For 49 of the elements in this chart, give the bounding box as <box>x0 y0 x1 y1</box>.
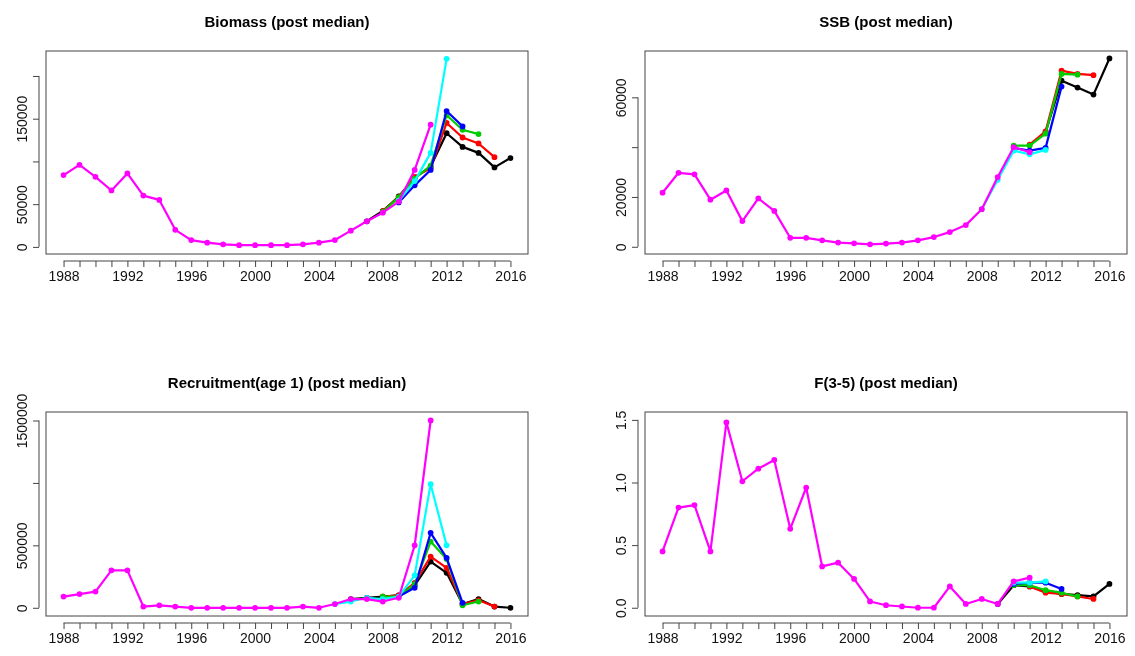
x-tick-label: 2012 <box>1030 629 1062 646</box>
x-tick-label: 1992 <box>711 629 743 646</box>
x-tick-label: 2000 <box>240 629 272 646</box>
chart-title: Biomass (post median) <box>204 13 370 30</box>
x-tick-label: 2008 <box>966 267 999 284</box>
chart-title: SSB (post median) <box>819 13 953 30</box>
x-tick-label: 2012 <box>431 629 463 646</box>
y-tick-label: 0 <box>14 243 30 252</box>
x-tick-label: 1988 <box>48 267 80 284</box>
x-tick-label: 1996 <box>775 267 807 284</box>
chart-title: F(3-5) (post median) <box>814 374 958 391</box>
x-tick-label: 1996 <box>176 629 208 646</box>
y-tick-label: 1.5 <box>613 410 629 431</box>
x-tick-label: 1992 <box>112 629 144 646</box>
x-tick-label: 1988 <box>647 629 679 646</box>
y-tick-label: 0.0 <box>613 598 629 618</box>
x-tick-label: 1992 <box>112 267 144 284</box>
x-tick-label: 2008 <box>367 629 400 646</box>
x-tick-label: 2008 <box>367 267 400 284</box>
y-tick-label: 1.0 <box>613 473 629 493</box>
y-tick-label: 0 <box>14 604 30 613</box>
y-tick-label: 500000 <box>14 522 30 570</box>
x-tick-label: 2008 <box>966 629 999 646</box>
y-tick-label: 0 <box>613 243 629 252</box>
x-tick-label: 2016 <box>1094 267 1126 284</box>
x-tick-label: 1992 <box>711 267 743 284</box>
y-tick-label: 1500000 <box>14 393 30 449</box>
x-tick-label: 2004 <box>303 267 336 284</box>
x-tick-label: 2016 <box>1094 629 1126 646</box>
x-tick-label: 1988 <box>48 629 80 646</box>
x-tick-label: 2012 <box>1030 267 1062 284</box>
y-tick-label: 50000 <box>14 184 30 225</box>
x-tick-label: 2004 <box>902 267 935 284</box>
x-tick-label: 2004 <box>902 629 935 646</box>
x-tick-label: 2000 <box>839 629 871 646</box>
y-tick-label: 0.5 <box>613 535 629 556</box>
y-tick-label: 60000 <box>613 78 629 118</box>
chart-title: Recruitment(age 1) (post median) <box>167 374 407 391</box>
x-tick-label: 2016 <box>495 629 527 646</box>
y-tick-label: 150000 <box>14 95 30 143</box>
x-tick-label: 2000 <box>240 267 272 284</box>
x-tick-label: 1988 <box>647 267 679 284</box>
y-tick-label: 20000 <box>613 177 629 217</box>
x-tick-label: 2016 <box>495 267 527 284</box>
x-tick-label: 1996 <box>775 629 807 646</box>
x-tick-label: 2000 <box>839 267 871 284</box>
x-tick-label: 2004 <box>303 629 336 646</box>
x-tick-label: 2012 <box>431 267 463 284</box>
x-tick-label: 1996 <box>176 267 208 284</box>
